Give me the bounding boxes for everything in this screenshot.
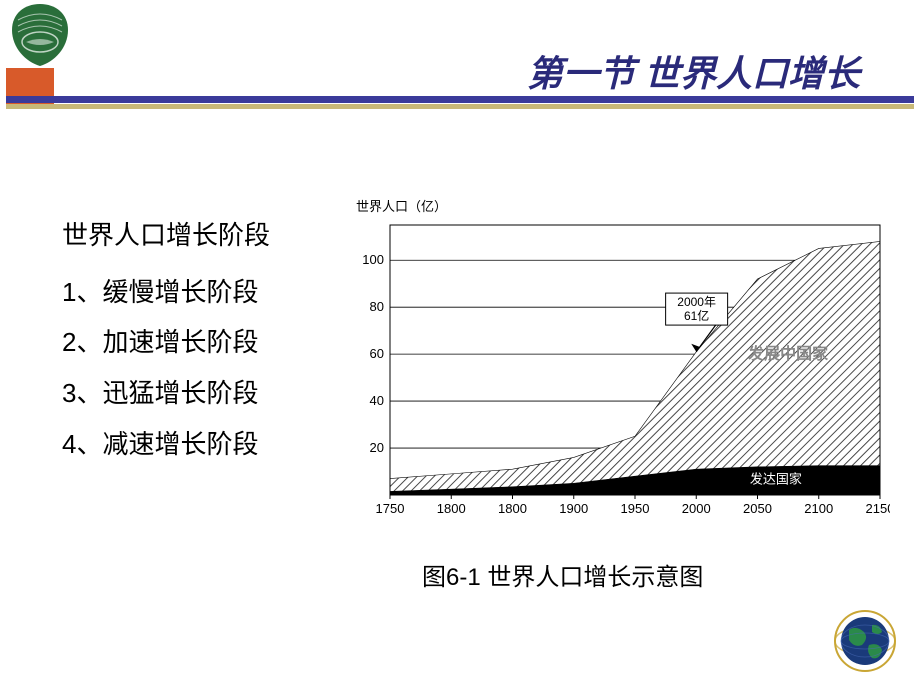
svg-text:80: 80 xyxy=(370,299,384,314)
list-title: 世界人口增长阶段 xyxy=(62,210,270,261)
stages-list: 世界人口增长阶段 1、缓慢增长阶段 2、加速增长阶段 3、迅猛增长阶段 4、减速… xyxy=(62,210,270,469)
svg-text:2000年: 2000年 xyxy=(677,295,716,309)
svg-text:1750: 1750 xyxy=(376,501,405,516)
university-logo xyxy=(6,0,74,68)
list-item: 4、减速增长阶段 xyxy=(62,419,270,470)
figure-caption: 图6-1 世界人口增长示意图 xyxy=(422,560,782,596)
svg-text:世界人口（亿）: 世界人口（亿） xyxy=(356,199,447,214)
svg-text:40: 40 xyxy=(370,393,384,408)
svg-text:61亿: 61亿 xyxy=(684,308,709,323)
svg-text:1900: 1900 xyxy=(559,501,588,516)
svg-text:1950: 1950 xyxy=(621,501,650,516)
svg-text:60: 60 xyxy=(370,346,384,361)
globe-icon xyxy=(834,610,896,672)
svg-text:2000: 2000 xyxy=(682,501,711,516)
svg-text:1800: 1800 xyxy=(498,501,527,516)
population-chart: 世界人口（亿） 20 40 60 80 100 1750 1800 1800 1900 1950 20… xyxy=(350,195,890,530)
svg-text:1800: 1800 xyxy=(437,501,466,516)
list-item: 1、缓慢增长阶段 xyxy=(62,267,270,318)
list-item: 2、加速增长阶段 xyxy=(62,317,270,368)
page-title: 第一节 世界人口增长 xyxy=(527,45,860,97)
svg-text:2050: 2050 xyxy=(743,501,772,516)
svg-text:2150: 2150 xyxy=(866,501,890,516)
svg-text:2100: 2100 xyxy=(804,501,833,516)
svg-text:发达国家: 发达国家 xyxy=(750,471,802,486)
list-item: 3、迅猛增长阶段 xyxy=(62,368,270,419)
divider-bar-top xyxy=(6,96,914,103)
svg-text:100: 100 xyxy=(362,252,384,267)
divider-bar-bottom xyxy=(6,104,914,109)
svg-text:20: 20 xyxy=(370,440,384,455)
svg-text:发展中国家: 发展中国家 xyxy=(747,344,829,363)
